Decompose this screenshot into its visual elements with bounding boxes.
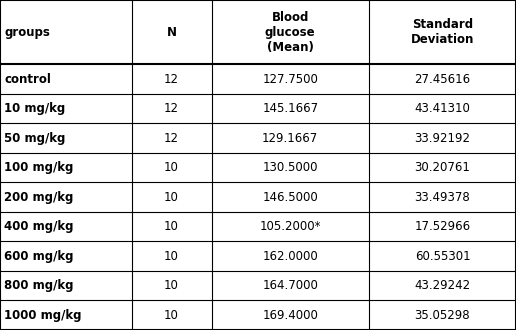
Text: 27.45616: 27.45616 [414,73,471,85]
Text: 43.29242: 43.29242 [414,279,471,292]
Text: 130.5000: 130.5000 [263,161,318,174]
Text: 17.52966: 17.52966 [414,220,471,233]
Text: 164.7000: 164.7000 [262,279,318,292]
Text: N: N [167,26,176,39]
Text: 169.4000: 169.4000 [262,309,318,322]
Text: 10: 10 [164,161,179,174]
Text: 10: 10 [164,191,179,204]
Text: 10: 10 [164,309,179,322]
Text: 33.49378: 33.49378 [414,191,471,204]
Text: 12: 12 [164,73,179,85]
Text: 50 mg/kg: 50 mg/kg [4,132,66,145]
Text: 800 mg/kg: 800 mg/kg [4,279,74,292]
Text: 30.20761: 30.20761 [414,161,471,174]
Text: 12: 12 [164,102,179,115]
Text: 129.1667: 129.1667 [262,132,318,145]
Text: Blood
glucose
(Mean): Blood glucose (Mean) [265,11,316,54]
Text: 127.7500: 127.7500 [262,73,318,85]
Text: control: control [4,73,51,85]
Text: 105.2000*: 105.2000* [260,220,321,233]
Text: 12: 12 [164,132,179,145]
Text: 10 mg/kg: 10 mg/kg [4,102,66,115]
Text: 162.0000: 162.0000 [262,250,318,263]
Text: 10: 10 [164,250,179,263]
Text: 10: 10 [164,279,179,292]
Text: 60.55301: 60.55301 [415,250,470,263]
Text: 145.1667: 145.1667 [262,102,318,115]
Text: 600 mg/kg: 600 mg/kg [4,250,74,263]
Text: 200 mg/kg: 200 mg/kg [4,191,73,204]
Text: 35.05298: 35.05298 [415,309,470,322]
Text: 400 mg/kg: 400 mg/kg [4,220,74,233]
Text: Standard
Deviation: Standard Deviation [411,18,474,46]
Text: groups: groups [4,26,50,39]
Text: 10: 10 [164,220,179,233]
Text: 43.41310: 43.41310 [414,102,471,115]
Text: 100 mg/kg: 100 mg/kg [4,161,73,174]
Text: 146.5000: 146.5000 [262,191,318,204]
Text: 1000 mg/kg: 1000 mg/kg [4,309,82,322]
Text: 33.92192: 33.92192 [414,132,471,145]
